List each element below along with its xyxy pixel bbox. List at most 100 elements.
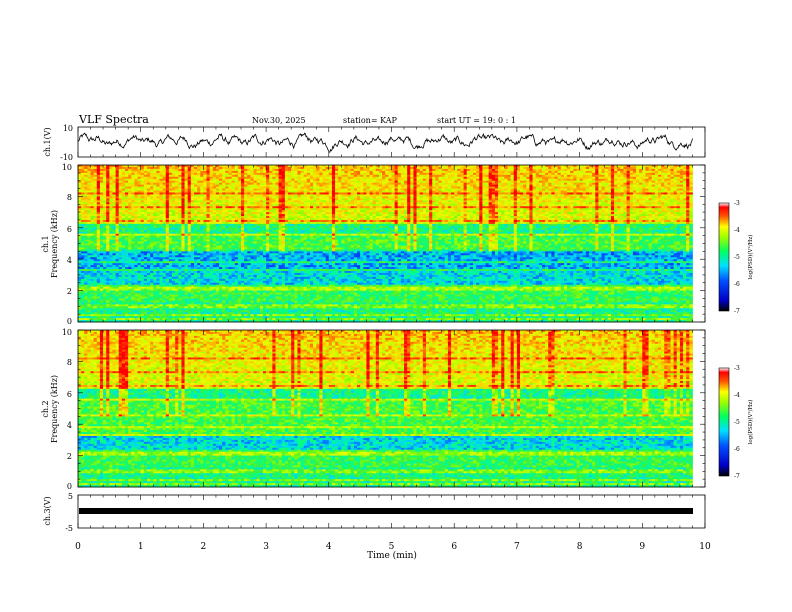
spectrogram-cell bbox=[175, 302, 179, 305]
spectrogram-cell bbox=[134, 257, 138, 260]
spectrogram-cell bbox=[115, 216, 120, 219]
spectrogram-cell bbox=[128, 284, 132, 288]
spectrogram-cell bbox=[159, 166, 164, 170]
spectrogram-cell bbox=[125, 263, 129, 266]
spectrogram-cell bbox=[99, 269, 104, 272]
spectrogram-cell bbox=[84, 280, 88, 284]
spectrogram-cell bbox=[125, 233, 129, 237]
spectrogram-cell bbox=[84, 190, 88, 193]
spectrogram-cell bbox=[81, 174, 85, 178]
spectrogram-cell bbox=[115, 263, 120, 266]
spectrogram-cell bbox=[131, 308, 135, 311]
spectrogram-cell bbox=[106, 221, 110, 225]
spectrogram-cell bbox=[156, 269, 160, 272]
spectrogram-cell bbox=[165, 196, 170, 199]
spectrogram-cell bbox=[165, 249, 170, 252]
spectrogram-cell bbox=[118, 284, 123, 288]
spectrogram-cell bbox=[81, 180, 85, 184]
spectrogram-cell bbox=[150, 178, 154, 182]
spectrogram-cell bbox=[172, 182, 176, 186]
spectrogram-cell bbox=[96, 280, 101, 284]
spectrogram-cell bbox=[168, 233, 173, 237]
spectrogram-cell bbox=[140, 174, 145, 178]
spectrogram-cell bbox=[131, 296, 135, 299]
spectrogram-cell bbox=[106, 249, 110, 252]
spectrogram-cell bbox=[112, 168, 117, 172]
spectrogram-cell bbox=[150, 223, 154, 227]
spectrogram-cell bbox=[128, 249, 132, 252]
spectrogram-cell bbox=[162, 282, 167, 286]
spectrogram-cell bbox=[112, 182, 117, 186]
spectrogram-cell bbox=[99, 186, 104, 189]
spectrogram-cell bbox=[78, 284, 82, 288]
spectrogram-cell bbox=[162, 174, 167, 178]
spectrogram-cell bbox=[121, 241, 126, 244]
spectrogram-cell bbox=[96, 200, 101, 203]
spectrogram-cell bbox=[140, 172, 145, 176]
spectrogram-cell bbox=[106, 170, 110, 174]
spectrogram-cell bbox=[175, 165, 179, 168]
spectrogram-cell bbox=[134, 174, 138, 178]
spectrogram-cell bbox=[93, 292, 98, 295]
spectrogram-cell bbox=[99, 212, 104, 215]
spectrogram-cell bbox=[109, 274, 113, 278]
spectrogram-cell bbox=[121, 192, 126, 195]
spectrogram-cell bbox=[159, 219, 164, 223]
spectrogram-cell bbox=[118, 267, 123, 270]
spectrogram-cell bbox=[90, 235, 95, 239]
spectrogram-cell bbox=[87, 245, 91, 248]
spectrogram-cell bbox=[156, 165, 160, 168]
spectrogram-cell bbox=[128, 219, 132, 223]
spectrogram-cell bbox=[112, 290, 117, 293]
spectrogram-cell bbox=[172, 176, 176, 180]
spectrogram-cell bbox=[162, 192, 167, 195]
spectrogram-cell bbox=[168, 300, 173, 303]
spectrogram-cell bbox=[150, 165, 154, 168]
spectrogram-cell bbox=[96, 170, 101, 174]
spectrogram-cell bbox=[146, 198, 151, 201]
spectrogram-cell bbox=[175, 192, 179, 195]
spectrogram-cell bbox=[125, 253, 129, 256]
spectrogram-cell bbox=[178, 210, 182, 213]
spectrogram-cell bbox=[168, 265, 173, 268]
spectrogram-cell bbox=[78, 241, 82, 244]
spectrogram-cell bbox=[156, 176, 160, 180]
spectrogram-cell bbox=[134, 165, 138, 168]
spectrogram-cell bbox=[128, 225, 132, 229]
spectrogram-cell bbox=[137, 192, 142, 195]
spectrogram-cell bbox=[106, 270, 110, 274]
spectrogram-cell bbox=[125, 217, 129, 221]
spectrogram-cell bbox=[134, 223, 138, 227]
spectrogram-cell bbox=[99, 198, 104, 201]
spectrogram-cell bbox=[96, 292, 101, 295]
spectrogram-cell bbox=[156, 302, 160, 305]
spectrogram-cell bbox=[81, 276, 85, 280]
spectrogram-cell bbox=[84, 210, 88, 213]
spectrogram-cell bbox=[112, 225, 117, 229]
spectrogram-cell bbox=[153, 214, 157, 217]
spectrogram-cell bbox=[140, 298, 145, 301]
spectrogram-cell bbox=[137, 223, 142, 227]
spectrogram-cell bbox=[137, 170, 142, 174]
spectrogram-cell bbox=[118, 221, 123, 225]
spectrogram-cell bbox=[140, 178, 145, 182]
spectrogram-cell bbox=[90, 310, 95, 313]
spectrogram-cell bbox=[175, 267, 179, 270]
spectrogram-cell bbox=[150, 192, 154, 195]
spectrogram-cell bbox=[128, 190, 132, 193]
spectrogram-cell bbox=[96, 282, 101, 286]
spectrogram-cell bbox=[137, 198, 142, 201]
spectrogram-cell bbox=[134, 216, 138, 219]
spectrogram-cell bbox=[93, 188, 98, 191]
spectrogram-cell bbox=[99, 261, 104, 264]
spectrogram-cell bbox=[153, 257, 157, 260]
spectrogram-cell bbox=[99, 221, 104, 225]
spectrogram-cell bbox=[87, 269, 91, 272]
spectrogram-cell bbox=[131, 235, 135, 239]
spectrogram-cell bbox=[131, 265, 135, 268]
spectrogram-cell bbox=[99, 274, 104, 278]
spectrogram-cell bbox=[178, 214, 182, 217]
spectrogram-cell bbox=[153, 290, 157, 293]
spectrogram-cell bbox=[99, 270, 104, 274]
spectrogram-cell bbox=[162, 300, 167, 303]
